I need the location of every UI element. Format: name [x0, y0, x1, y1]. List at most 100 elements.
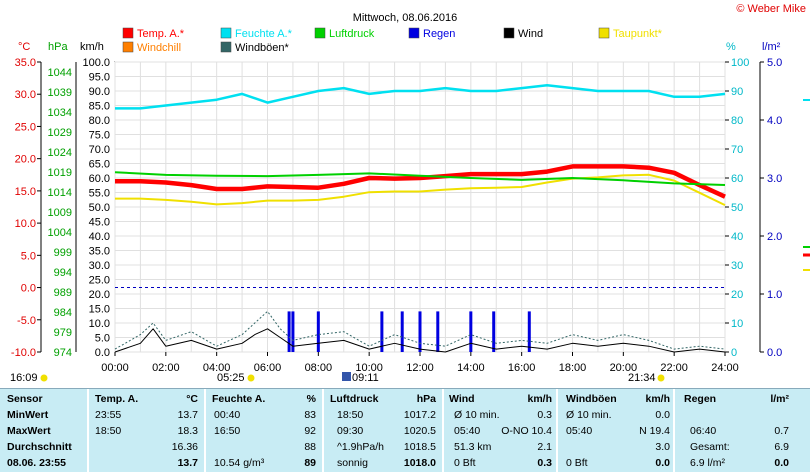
rain-bar — [400, 311, 404, 352]
legend-label: Regen — [423, 28, 455, 40]
x-tick-label: 10:00 — [355, 362, 383, 374]
pressure-time: ^1.9hPa/h — [337, 441, 384, 453]
sunrise-icon — [247, 374, 255, 382]
wind-value: 0.3 — [537, 409, 552, 421]
pressure-time: sonnig — [337, 457, 368, 469]
x-tick-label: 12:00 — [406, 362, 434, 374]
wind-tick-label: 100.0 — [82, 57, 110, 69]
rain-bar — [492, 311, 496, 352]
pressure-tick-label: 1039 — [48, 87, 72, 99]
temp-tick-label: 25.0 — [15, 121, 36, 133]
temp-tick-label: 0.0 — [21, 283, 36, 295]
chart-title: Mittwoch, 08.06.2016 — [353, 12, 458, 24]
legend-label: Temp. A.* — [137, 28, 185, 40]
temp-time: 18:50 — [95, 425, 122, 437]
rain-tick-label: 4.0 — [767, 115, 782, 127]
rain-tick-label: 3.0 — [767, 173, 782, 185]
legend-swatch — [314, 27, 326, 39]
sunrise-time: 05:25 — [217, 372, 245, 384]
legend-swatch — [503, 27, 515, 39]
header-humidity-unit: % — [306, 393, 316, 405]
legend-label: Windböen* — [235, 42, 290, 54]
wind-tick-label: 40.0 — [89, 231, 110, 243]
wind-tick-label: 45.0 — [89, 217, 110, 229]
wind-tick-label: 15.0 — [89, 304, 110, 316]
humidity-tick-label: 70 — [731, 144, 743, 156]
header-wind-unit: km/h — [527, 393, 552, 405]
series-line — [114, 171, 726, 186]
rain-tick-label: 0.0 — [767, 347, 782, 359]
humidity-tick-label: 90 — [731, 86, 743, 98]
rain-bar — [527, 311, 531, 352]
wind-tick-label: 20.0 — [89, 289, 110, 301]
temp-value: 13.7 — [177, 457, 198, 469]
rain-value: 0.7 — [774, 425, 789, 437]
humidity-tick-label: 60 — [731, 173, 743, 185]
humidity-tick-label: 80 — [731, 115, 743, 127]
table-separator — [204, 389, 206, 472]
gust-detail: Ø 10 min. — [566, 409, 612, 421]
header-temp-unit: °C — [186, 393, 198, 405]
wind-tick-label: 95.0 — [89, 72, 110, 84]
pressure-tick-label: 1014 — [48, 187, 72, 199]
legend-label: Wind — [518, 28, 543, 40]
legend-label: Taupunkt* — [613, 28, 663, 40]
legend-swatch — [220, 27, 232, 39]
rain-bar — [436, 311, 440, 352]
wind-detail: 0 Bft — [454, 457, 476, 469]
legend-swatch — [220, 41, 232, 53]
wind-value: 2.1 — [537, 441, 552, 453]
series-line — [114, 328, 726, 353]
pressure-tick-label: 999 — [54, 247, 72, 259]
legend-label: Feuchte A.* — [235, 28, 293, 40]
legend-swatch — [408, 27, 420, 39]
pressure-tick-label: 1029 — [48, 127, 72, 139]
rain-tick-label: 1.0 — [767, 289, 782, 301]
x-tick-label: 14:00 — [457, 362, 485, 374]
x-tick-label: 06:00 — [254, 362, 282, 374]
wind-tick-label: 35.0 — [89, 246, 110, 258]
moon-phase-icon — [342, 372, 351, 381]
legend-label: Luftdruck — [329, 28, 375, 40]
copyright-text: © Weber Mike — [736, 3, 806, 15]
pressure-tick-label: 1024 — [48, 147, 72, 159]
wind-value: O-NO 10.4 — [501, 425, 552, 437]
x-tick-label: 24:00 — [711, 362, 739, 374]
rain-value: 6.9 — [774, 441, 789, 453]
gust-value: 0.0 — [655, 409, 670, 421]
humidity-tick-label: 10 — [731, 318, 743, 330]
humidity-tick-label: 40 — [731, 231, 743, 243]
rain-tick-label: 2.0 — [767, 231, 782, 243]
temp-value: 18.3 — [177, 425, 198, 437]
temp-time: 23:55 — [95, 409, 122, 421]
humidity-tick-label: 30 — [731, 260, 743, 272]
temp-tick-label: 20.0 — [15, 154, 36, 166]
pressure-value: 1018.0 — [403, 457, 436, 469]
row-label: MinWert — [7, 409, 49, 421]
pressure-time: 18:50 — [337, 409, 364, 421]
rain-bar — [316, 311, 320, 352]
pressure-value: 1018.5 — [403, 441, 436, 453]
table-separator — [673, 389, 675, 472]
rain-detail: Gesamt: — [690, 441, 730, 453]
pressure-tick-label: 1034 — [48, 107, 72, 119]
unit-pressure: hPa — [48, 41, 68, 53]
header-pressure: Luftdruck — [330, 393, 379, 405]
gust-value: 0.0 — [655, 457, 670, 469]
weather-chart: Mittwoch, 08.06.2016 © Weber Mike Temp. A.… — [10, 3, 810, 384]
row-label: Durchschnitt — [7, 441, 72, 453]
legend-swatch — [122, 41, 134, 53]
wind-tick-label: 75.0 — [89, 130, 110, 142]
gust-value: 3.0 — [655, 441, 670, 453]
wind-value: 0.3 — [537, 457, 552, 469]
wind-tick-label: 10.0 — [89, 318, 110, 330]
temp-tick-label: 30.0 — [15, 89, 36, 101]
header-pressure-unit: hPa — [416, 393, 436, 405]
pressure-tick-label: 994 — [54, 267, 72, 279]
wind-tick-label: 85.0 — [89, 101, 110, 113]
pressure-tick-label: 1019 — [48, 167, 72, 179]
wind-tick-label: 70.0 — [89, 144, 110, 156]
header-temp: Temp. A. — [95, 393, 139, 405]
humidity-tick-label: 50 — [731, 202, 743, 214]
pressure-value: 1020.5 — [403, 425, 436, 437]
